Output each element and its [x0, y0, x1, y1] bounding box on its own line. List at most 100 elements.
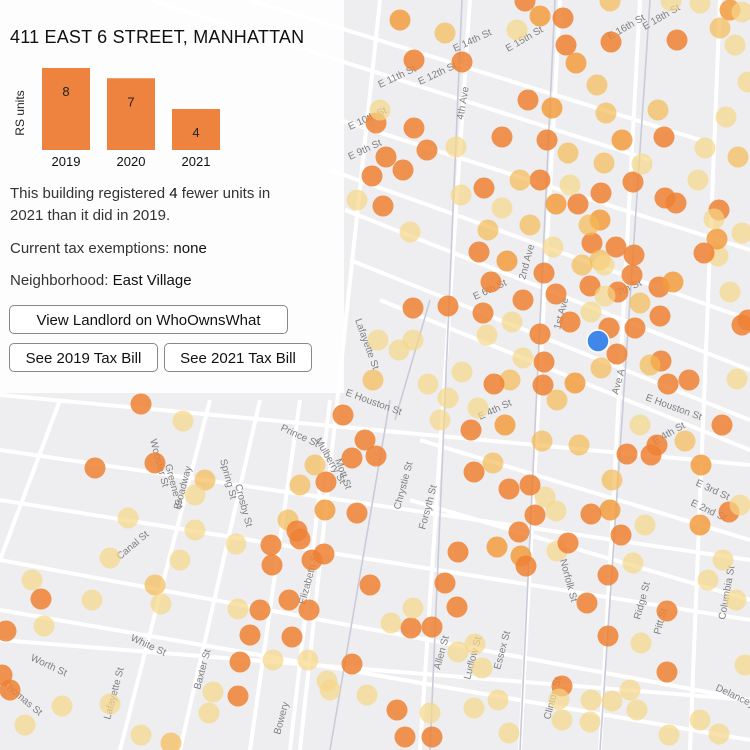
building-dot	[346, 189, 368, 211]
building-dot	[341, 653, 363, 675]
building-dot	[501, 311, 523, 333]
building-dot	[84, 457, 106, 479]
building-dot	[646, 434, 668, 456]
building-dot	[678, 369, 700, 391]
building-dot	[576, 592, 598, 614]
building-dot	[361, 165, 383, 187]
building-dot	[99, 693, 121, 715]
building-dot	[392, 159, 414, 181]
building-dot	[491, 197, 513, 219]
building-dot	[597, 625, 619, 647]
building-dot	[689, 514, 711, 536]
building-dot	[278, 589, 300, 611]
building-dot	[590, 357, 612, 379]
building-dot	[261, 554, 283, 576]
building-dot	[601, 690, 623, 712]
building-dot	[626, 699, 648, 721]
building-dot	[593, 152, 615, 174]
building-dot	[674, 430, 696, 452]
building-dot	[227, 685, 249, 707]
building-dot	[313, 543, 335, 565]
building-dot	[487, 689, 509, 711]
building-dot	[434, 22, 456, 44]
summary-text-line-1: This building registered 4 fewer units i…	[10, 185, 271, 202]
building-dot	[399, 221, 421, 243]
building-dot	[150, 593, 172, 615]
neighborhood-value: East Village	[112, 272, 192, 289]
building-dot	[402, 297, 424, 319]
building-dot	[545, 283, 567, 305]
building-dot	[621, 264, 643, 286]
building-dot	[737, 71, 750, 93]
building-dot	[725, 589, 747, 611]
building-dot	[451, 361, 473, 383]
building-dot	[498, 478, 520, 500]
building-dot	[653, 126, 675, 148]
building-dot	[491, 126, 513, 148]
building-dot	[434, 572, 456, 594]
building-dot	[719, 281, 741, 303]
building-dot	[437, 295, 459, 317]
building-dot	[533, 351, 555, 373]
building-dot	[514, 0, 536, 12]
bar-value-label: 8	[62, 84, 69, 99]
bar-2019	[42, 68, 90, 150]
building-dot	[534, 486, 556, 508]
building-dot	[369, 99, 391, 121]
building-dot	[731, 1, 750, 23]
building-dot	[359, 574, 381, 596]
building-dot	[611, 129, 633, 151]
building-dot	[559, 311, 581, 333]
building-dot	[498, 722, 520, 744]
building-dot	[529, 323, 551, 345]
building-dot	[421, 616, 443, 638]
building-dot	[517, 89, 539, 111]
building-dot	[639, 354, 661, 376]
building-dot	[486, 536, 508, 558]
building-dot	[184, 484, 206, 506]
building-dot	[429, 409, 451, 431]
building-dot	[400, 617, 422, 639]
building-dot	[622, 552, 644, 574]
building-dot	[473, 177, 495, 199]
building-dot	[289, 474, 311, 496]
building-dot	[619, 679, 641, 701]
building-dot	[297, 649, 319, 671]
building-dot	[595, 102, 617, 124]
building-dot	[665, 192, 687, 214]
building-dot	[172, 410, 194, 432]
building-dot	[706, 228, 728, 250]
building-dot	[367, 329, 389, 351]
building-dot	[541, 97, 563, 119]
building-dot	[480, 271, 502, 293]
bar-chart-svg: 8 2019 7 2020 4 2021	[42, 68, 220, 169]
building-dot	[464, 633, 486, 655]
building-dot	[346, 502, 368, 524]
building-dot	[580, 689, 602, 711]
building-dot	[472, 302, 494, 324]
building-dot	[579, 711, 601, 733]
building-dot	[559, 174, 581, 196]
building-dot	[446, 596, 468, 618]
view-landlord-button[interactable]: View Landlord on WhoOwnsWhat	[9, 305, 288, 334]
building-dot	[531, 430, 553, 452]
tax-bill-2019-button[interactable]: See 2019 Tax Bill	[9, 343, 158, 372]
building-dot	[506, 19, 528, 41]
building-dot	[372, 195, 394, 217]
building-dot	[697, 569, 719, 591]
building-dot	[451, 51, 473, 73]
building-dot	[594, 285, 616, 307]
building-dot	[581, 232, 603, 254]
selected-building-marker[interactable]	[586, 329, 610, 353]
building-dot	[394, 726, 416, 748]
building-dot	[445, 136, 467, 158]
building-dot	[657, 373, 679, 395]
building-dot	[662, 271, 684, 293]
building-dot	[332, 404, 354, 426]
building-dot	[616, 443, 638, 465]
tax-bill-2021-button[interactable]: See 2021 Tax Bill	[164, 343, 312, 372]
building-dot	[416, 139, 438, 161]
building-dot	[709, 17, 731, 39]
